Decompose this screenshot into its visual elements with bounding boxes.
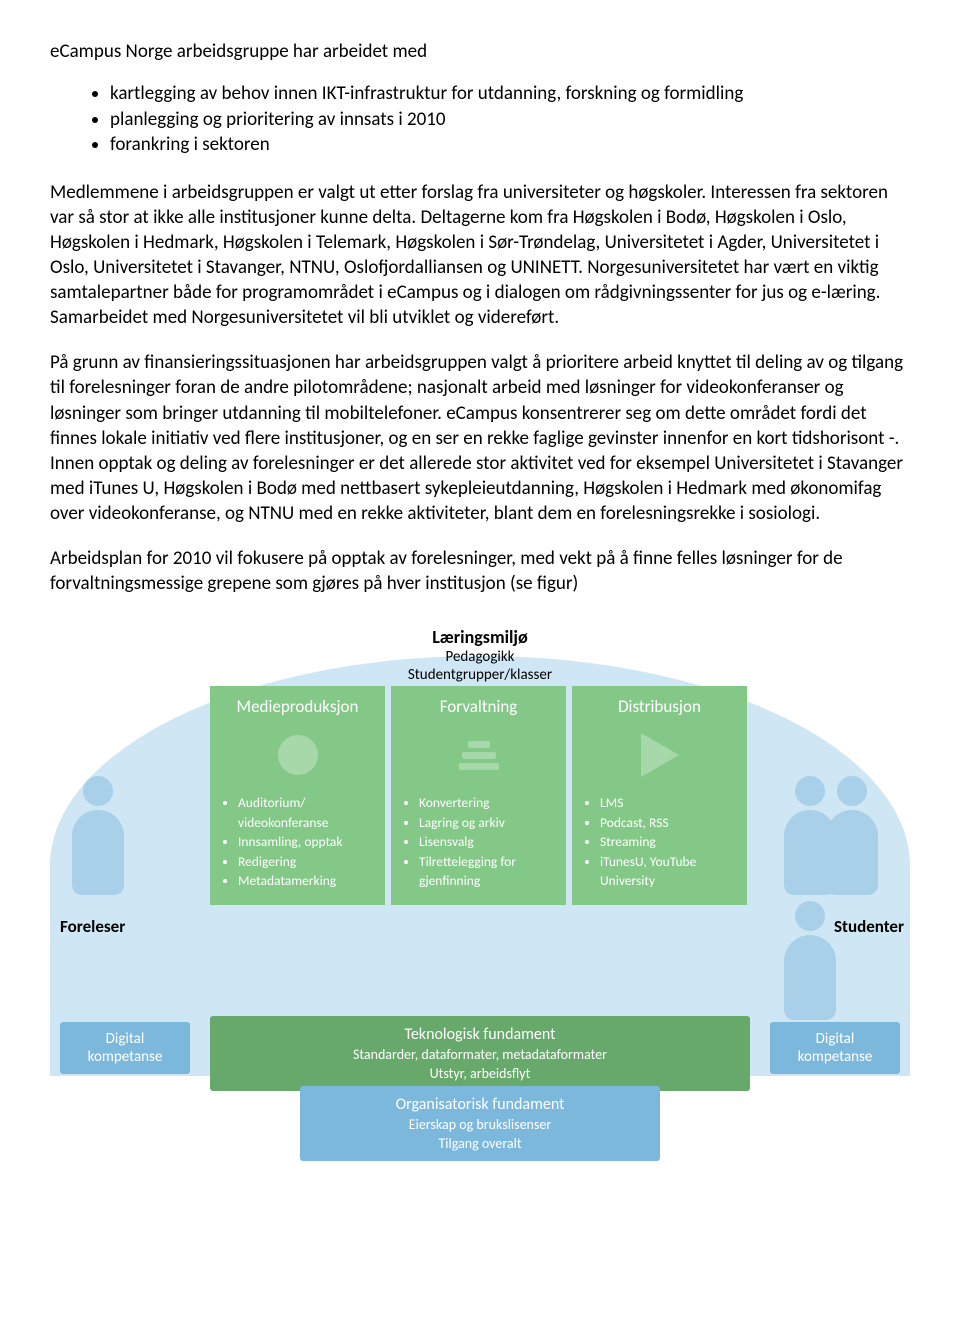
dk-line1: Digital bbox=[780, 1030, 890, 1048]
digital-kompetanse-left: Digital kompetanse bbox=[60, 1022, 190, 1074]
studenter-label: Studenter bbox=[834, 916, 904, 937]
paragraph-1: Medlemmene i arbeidsgruppen er valgt ut … bbox=[50, 180, 910, 330]
label-pedagogy: Pedagogikk bbox=[50, 648, 910, 666]
list-item: Streaming bbox=[600, 832, 735, 852]
label-learning-env: Læringsmiljø bbox=[50, 626, 910, 648]
list-item: LMS bbox=[600, 793, 735, 813]
panel-forvaltning: Forvaltning Konvertering Lagring og arki… bbox=[391, 686, 566, 905]
dk-line1: Digital bbox=[70, 1030, 180, 1048]
foreleser-figure bbox=[68, 776, 128, 896]
org-line2: Eierskap og brukslisenser bbox=[310, 1116, 650, 1135]
panel-medieproduksjon: Medieproduksjon Auditorium/ videokonfera… bbox=[210, 686, 385, 905]
tech-line2: Standarder, dataformater, metadataformat… bbox=[220, 1046, 740, 1065]
top-labels: Læringsmiljø Pedagogikk Studentgrupper/k… bbox=[50, 626, 910, 684]
panel-title: Distribusjon bbox=[584, 696, 735, 717]
list-item: kartlegging av behov innen IKT-infrastru… bbox=[110, 81, 910, 107]
tech-line3: Utstyr, arbeidsflyt bbox=[220, 1065, 740, 1084]
circle-icon bbox=[222, 727, 373, 783]
panel-title: Medieproduksjon bbox=[222, 696, 373, 717]
list-item: Metadatamerking bbox=[238, 871, 373, 891]
paragraph-2: På grunn av finansieringssituasjonen har… bbox=[50, 350, 910, 526]
panel-title: Forvaltning bbox=[403, 696, 554, 717]
list-item: Auditorium/ videokonferanse bbox=[238, 793, 373, 832]
org-line3: Tilgang overalt bbox=[310, 1135, 650, 1154]
panel-distribusjon: Distribusjon LMS Podcast, RSS Streaming … bbox=[572, 686, 747, 905]
list-item: Lisensvalg bbox=[419, 832, 554, 852]
label-student-groups: Studentgrupper/klasser bbox=[50, 666, 910, 684]
list-item: Lagring og arkiv bbox=[419, 813, 554, 833]
list-item: iTunesU, YouTube University bbox=[600, 852, 735, 891]
panels-row: Medieproduksjon Auditorium/ videokonfera… bbox=[210, 686, 747, 905]
foreleser-label: Foreleser bbox=[60, 916, 125, 937]
list-item: Podcast, RSS bbox=[600, 813, 735, 833]
organisatorisk-fundament: Organisatorisk fundament Eierskap og bru… bbox=[300, 1086, 660, 1161]
list-item: Tilrettelegging for gjenfinning bbox=[419, 852, 554, 891]
dk-line2: kompetanse bbox=[70, 1048, 180, 1066]
list-item: planlegging og prioritering av innsats i… bbox=[110, 107, 910, 133]
list-item: Innsamling, opptak bbox=[238, 832, 373, 852]
bullet-list: kartlegging av behov innen IKT-infrastru… bbox=[110, 81, 910, 158]
org-title: Organisatorisk fundament bbox=[310, 1094, 650, 1116]
list-item: Redigering bbox=[238, 852, 373, 872]
play-icon bbox=[584, 727, 735, 783]
dk-line2: kompetanse bbox=[780, 1048, 890, 1066]
list-item: forankring i sektoren bbox=[110, 132, 910, 158]
bars-icon bbox=[403, 727, 554, 783]
list-item: Konvertering bbox=[419, 793, 554, 813]
intro-heading: eCampus Norge arbeidsgruppe har arbeidet… bbox=[50, 40, 910, 63]
studenter-figure bbox=[802, 776, 892, 1026]
paragraph-3: Arbeidsplan for 2010 vil fokusere på opp… bbox=[50, 546, 910, 596]
tech-title: Teknologisk fundament bbox=[220, 1024, 740, 1046]
teknologisk-fundament: Teknologisk fundament Standarder, datafo… bbox=[210, 1016, 750, 1091]
learning-environment-diagram: Læringsmiljø Pedagogikk Studentgrupper/k… bbox=[50, 626, 910, 1166]
digital-kompetanse-right: Digital kompetanse bbox=[770, 1022, 900, 1074]
